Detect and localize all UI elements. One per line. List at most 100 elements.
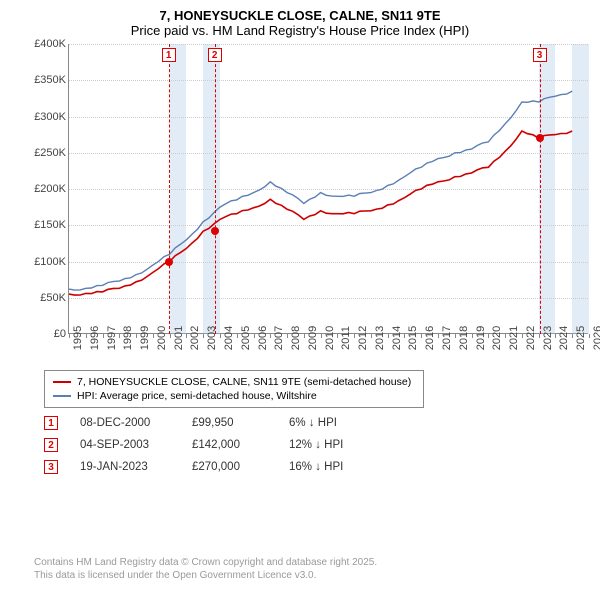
marker-vline-1 <box>169 44 170 334</box>
x-axis-label: 2002 <box>189 326 201 350</box>
x-axis-label: 2020 <box>491 326 503 350</box>
x-axis-label: 2011 <box>340 326 352 350</box>
x-tick <box>404 334 405 338</box>
x-tick <box>186 334 187 338</box>
plot-region: 123 <box>68 44 588 334</box>
marker-vline-2 <box>215 44 216 334</box>
footer-line2: This data is licensed under the Open Gov… <box>34 569 377 582</box>
x-axis-label: 2009 <box>307 326 319 350</box>
x-axis-label: 1996 <box>89 326 101 350</box>
x-tick <box>103 334 104 338</box>
x-tick <box>287 334 288 338</box>
marker-dot-2 <box>211 227 219 235</box>
sale-price-3: £270,000 <box>192 461 267 473</box>
x-axis-label: 2013 <box>374 326 386 350</box>
legend-swatch-property <box>53 381 71 383</box>
x-tick <box>472 334 473 338</box>
sale-diff-1: 6% ↓ HPI <box>289 417 379 429</box>
x-tick <box>555 334 556 338</box>
sale-price-1: £99,950 <box>192 417 267 429</box>
legend-label-property: 7, HONEYSUCKLE CLOSE, CALNE, SN11 9TE (s… <box>77 376 411 388</box>
sale-row-1: 1 08-DEC-2000 £99,950 6% ↓ HPI <box>44 416 590 430</box>
x-tick <box>136 334 137 338</box>
marker-vline-3 <box>540 44 541 334</box>
title-line2: Price paid vs. HM Land Registry's House … <box>10 23 590 38</box>
series-hpi <box>69 91 572 290</box>
x-axis-label: 2003 <box>206 326 218 350</box>
marker-dot-1 <box>165 258 173 266</box>
x-axis-label: 1998 <box>122 326 134 350</box>
sale-price-2: £142,000 <box>192 439 267 451</box>
sale-marker-3: 3 <box>44 460 58 474</box>
sale-date-1: 08-DEC-2000 <box>80 417 170 429</box>
x-axis-label: 2019 <box>475 326 487 350</box>
x-tick <box>337 334 338 338</box>
x-axis-label: 2016 <box>424 326 436 350</box>
x-axis-label: 2015 <box>407 326 419 350</box>
x-axis-label: 2000 <box>156 326 168 350</box>
marker-label-1: 1 <box>162 48 176 62</box>
footer-line1: Contains HM Land Registry data © Crown c… <box>34 556 377 569</box>
x-axis-label: 1997 <box>106 326 118 350</box>
marker-label-3: 3 <box>533 48 547 62</box>
x-axis-label: 2004 <box>223 326 235 350</box>
x-tick <box>119 334 120 338</box>
x-tick <box>153 334 154 338</box>
x-tick <box>170 334 171 338</box>
x-tick <box>438 334 439 338</box>
x-tick <box>488 334 489 338</box>
x-axis-label: 2018 <box>458 326 470 350</box>
x-axis-label: 1999 <box>139 326 151 350</box>
page: 7, HONEYSUCKLE CLOSE, CALNE, SN11 9TE Pr… <box>0 0 600 590</box>
x-tick <box>254 334 255 338</box>
x-axis-label: 2005 <box>240 326 252 350</box>
chart-area: 123 £0 £50K £100K £150K £200K £250K £300K £350K… <box>28 44 588 364</box>
x-tick <box>203 334 204 338</box>
x-axis-label: 2023 <box>542 326 554 350</box>
y-axis-label: £50K <box>40 292 66 304</box>
legend-item-hpi: HPI: Average price, semi-detached house,… <box>53 389 415 403</box>
sale-date-2: 04-SEP-2003 <box>80 439 170 451</box>
marker-dot-3 <box>536 134 544 142</box>
chart-title: 7, HONEYSUCKLE CLOSE, CALNE, SN11 9TE Pr… <box>10 8 590 38</box>
sale-diff-3: 16% ↓ HPI <box>289 461 379 473</box>
x-tick <box>572 334 573 338</box>
y-axis-label: £100K <box>34 256 66 268</box>
x-axis-label: 2025 <box>575 326 587 350</box>
x-axis-label: 2001 <box>173 326 185 350</box>
legend-label-hpi: HPI: Average price, semi-detached house,… <box>77 390 317 402</box>
y-axis-label: £350K <box>34 74 66 86</box>
chart-lines <box>69 44 589 334</box>
title-line1: 7, HONEYSUCKLE CLOSE, CALNE, SN11 9TE <box>10 8 590 23</box>
x-tick <box>388 334 389 338</box>
x-axis-label: 2007 <box>273 326 285 350</box>
sale-date-3: 19-JAN-2023 <box>80 461 170 473</box>
y-axis-label: £300K <box>34 111 66 123</box>
x-axis-label: 2014 <box>391 326 403 350</box>
x-axis-label: 2012 <box>357 326 369 350</box>
x-tick <box>354 334 355 338</box>
footer-attribution: Contains HM Land Registry data © Crown c… <box>34 556 377 582</box>
y-axis-label: £200K <box>34 183 66 195</box>
y-axis-label: £400K <box>34 38 66 50</box>
y-axis-label: £0 <box>54 328 66 340</box>
x-tick <box>86 334 87 338</box>
x-tick <box>220 334 221 338</box>
x-tick <box>371 334 372 338</box>
x-axis-label: 2008 <box>290 326 302 350</box>
x-axis-label: 2010 <box>324 326 336 350</box>
x-axis-label: 1995 <box>72 326 84 350</box>
sale-row-3: 3 19-JAN-2023 £270,000 16% ↓ HPI <box>44 460 590 474</box>
x-tick <box>304 334 305 338</box>
legend-item-property: 7, HONEYSUCKLE CLOSE, CALNE, SN11 9TE (s… <box>53 375 415 389</box>
sale-row-2: 2 04-SEP-2003 £142,000 12% ↓ HPI <box>44 438 590 452</box>
x-tick <box>69 334 70 338</box>
legend-swatch-hpi <box>53 395 71 397</box>
y-axis-label: £150K <box>34 219 66 231</box>
x-tick <box>522 334 523 338</box>
x-tick <box>270 334 271 338</box>
x-tick <box>321 334 322 338</box>
x-tick <box>455 334 456 338</box>
sale-marker-1: 1 <box>44 416 58 430</box>
y-axis-label: £250K <box>34 147 66 159</box>
